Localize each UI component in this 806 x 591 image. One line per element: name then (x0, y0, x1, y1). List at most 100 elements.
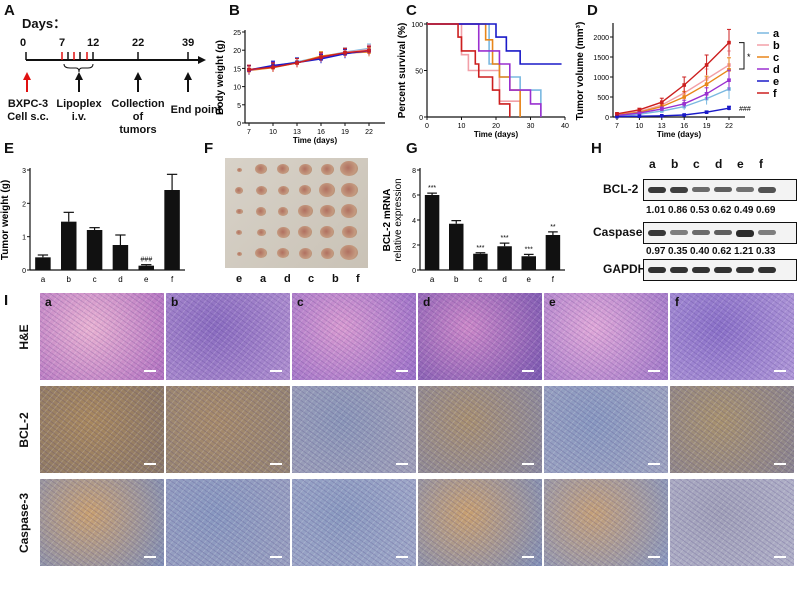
bar-d (497, 246, 512, 270)
densitometry-value: 0.69 (756, 205, 776, 216)
data-point-f (295, 61, 299, 65)
densitometry-value: 0.62 (712, 205, 732, 216)
tumor-specimen (278, 207, 288, 216)
x-tick-label: 19 (341, 129, 349, 136)
tumor-specimen (255, 248, 267, 259)
significance-mark: *** (476, 245, 484, 252)
densitometry-value: 1.21 (734, 246, 754, 257)
y-tick-label: 0 (419, 115, 423, 122)
scale-bar (396, 556, 408, 558)
bar-a (35, 257, 51, 270)
x-axis-label: Time (days) (293, 136, 338, 145)
arrowhead-icon (184, 72, 192, 80)
histology-image: d (418, 293, 542, 380)
scale-bar (774, 370, 786, 372)
series-line-b (616, 64, 730, 116)
photo-group-label: f (356, 273, 360, 285)
scale-bar (522, 463, 534, 465)
y-tick-label: 25 (233, 30, 241, 37)
histology-image (418, 479, 542, 566)
data-point-f (704, 63, 709, 67)
tumor-specimen (255, 185, 267, 195)
x-tick-label: e (527, 275, 532, 284)
survival-curve-e (427, 23, 562, 65)
panel-label-a: A (4, 2, 15, 19)
event-label: Lipoplex i.v. (56, 98, 102, 123)
panel-label-b: B (229, 2, 240, 19)
protein-band (736, 187, 754, 193)
significance-mark: *** (428, 185, 436, 192)
x-axis-label: Time (days) (657, 130, 702, 139)
tumor-specimen (277, 164, 289, 175)
lane-label: b (671, 157, 679, 171)
timeline-arrowhead-icon (198, 56, 206, 64)
protein-band (758, 230, 776, 235)
y-tick-label: 6 (412, 193, 416, 200)
scale-bar (144, 370, 156, 372)
lane-label: d (715, 157, 723, 171)
x-tick-label: 19 (703, 123, 711, 130)
event-label: Collection of tumors (111, 98, 165, 136)
scale-bar (396, 463, 408, 465)
panel-label-g: G (406, 140, 418, 157)
x-tick-label: 13 (658, 123, 666, 130)
data-point-e (615, 114, 619, 119)
lane-label: a (649, 157, 656, 171)
x-tick-label: 0 (425, 123, 429, 130)
histology-image: b (166, 293, 290, 380)
densitometry-value: 0.49 (734, 205, 754, 216)
legend-label: b (773, 40, 780, 52)
scale-bar (270, 556, 282, 558)
x-tick-label: 13 (293, 129, 301, 136)
data-point-d (637, 111, 642, 115)
densitometry-value: 0.86 (668, 205, 688, 216)
chart-g: BCL-2 mRNA relative expression 0 2 4 6 8 a *** b c… (382, 168, 565, 284)
scale-bar (522, 370, 534, 372)
data-point-f (637, 108, 642, 112)
day-label: 12 (87, 37, 100, 49)
legend-label: e (773, 76, 779, 88)
significance-mark: * (747, 52, 751, 62)
y-tick-label: 1 (22, 235, 26, 242)
x-tick-label: f (552, 275, 555, 284)
densitometry-value: 1.01 (646, 205, 666, 216)
histology-image (544, 479, 668, 566)
protein-band (670, 186, 688, 194)
lane-label: e (737, 157, 744, 171)
protein-band (736, 229, 754, 237)
y-axis-label: Tumor weight (g) (0, 180, 11, 260)
tumor-specimen (235, 208, 243, 215)
y-tick-label: 10 (233, 85, 241, 92)
data-point-e (637, 114, 642, 118)
photo-group-label: d (284, 273, 291, 285)
legend-label: c (773, 52, 779, 64)
panel-label-d: D (587, 2, 598, 19)
arrowhead-icon (134, 72, 142, 80)
tumor-specimen (236, 251, 242, 256)
histology-row-label: Caspase-3 (17, 492, 31, 554)
y-tick-label: 3 (22, 168, 26, 175)
histology-col-label: b (171, 295, 179, 309)
tumor-specimen (320, 226, 334, 238)
x-axis-label: Time (days) (474, 130, 519, 139)
tumor-specimen (236, 230, 242, 236)
scale-bar (648, 556, 660, 558)
tumor-specimen (340, 161, 358, 177)
bar-b (61, 221, 77, 270)
arrowhead-icon (23, 72, 31, 80)
timeline-title: Days： (22, 16, 67, 31)
photo-group-label: e (236, 273, 243, 285)
significance-mark: *** (525, 246, 533, 253)
y-tick-label: 2000 (593, 35, 609, 42)
panel-label-f: F (204, 140, 214, 157)
x-tick-label: d (502, 275, 506, 284)
protein-band (648, 229, 666, 237)
protein-band (648, 266, 666, 274)
protein-band (648, 186, 666, 194)
x-tick-label: 16 (680, 123, 688, 130)
scale-bar (144, 463, 156, 465)
scale-bar (774, 556, 786, 558)
histology-col-label: a (45, 295, 52, 309)
bar-a (424, 195, 440, 270)
lane-label: c (693, 157, 700, 171)
